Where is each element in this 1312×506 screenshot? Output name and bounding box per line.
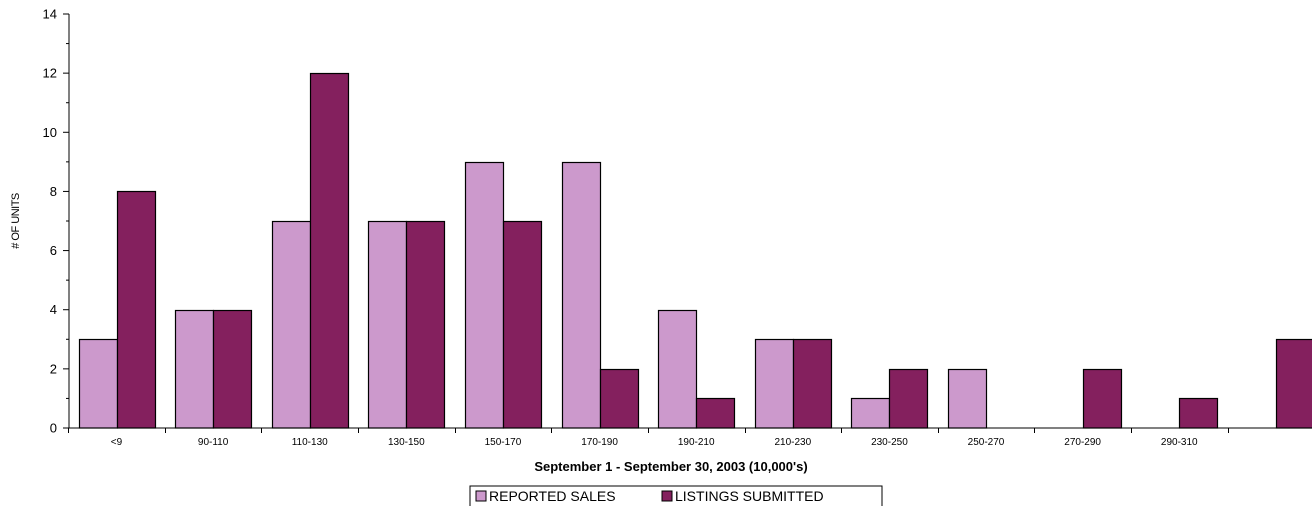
x-tick-label: 190-210 bbox=[678, 437, 715, 448]
bar-reported-sales bbox=[174, 309, 215, 429]
bar-listings-submitted bbox=[309, 72, 350, 429]
bar-reported-sales bbox=[850, 397, 891, 429]
bar-listings-submitted bbox=[212, 309, 253, 429]
x-tick-label: 130-150 bbox=[388, 437, 425, 448]
x-tick-label: 270-290 bbox=[1064, 437, 1101, 448]
bar-reported-sales bbox=[464, 161, 505, 429]
legend-label-reported-sales: REPORTED SALES bbox=[489, 488, 616, 504]
bar-listings-submitted bbox=[792, 338, 833, 429]
legend-label-listings-submitted: LISTINGS SUBMITTED bbox=[675, 488, 824, 504]
bar-listings-submitted bbox=[695, 397, 736, 429]
y-tick-label: 2 bbox=[50, 361, 57, 376]
bars-group bbox=[78, 72, 1312, 429]
legend-box bbox=[469, 485, 883, 506]
bar-reported-sales bbox=[657, 309, 698, 429]
y-axis-title: # OF UNITS bbox=[10, 193, 22, 249]
y-tick-label: 14 bbox=[43, 7, 57, 22]
legend: REPORTED SALES LISTINGS SUBMITTED bbox=[469, 485, 883, 506]
y-tick-label: 0 bbox=[50, 421, 57, 436]
y-tick-label: 6 bbox=[50, 243, 57, 258]
legend-swatch-reported-sales bbox=[475, 490, 487, 502]
bar-listings-submitted bbox=[116, 190, 157, 429]
x-tick-label: 250-270 bbox=[968, 437, 1005, 448]
y-tick-label: 12 bbox=[43, 66, 57, 81]
bar-reported-sales bbox=[271, 220, 312, 429]
x-axis-title: September 1 - September 30, 2003 (10,000… bbox=[534, 459, 807, 474]
bar-listings-submitted bbox=[599, 368, 640, 429]
bar-listings-submitted bbox=[1178, 397, 1219, 429]
x-tick-label: 230-250 bbox=[871, 437, 908, 448]
x-ticks-group: <9 90-110 110-130 130-150 150-170 170-190 190-… bbox=[68, 428, 1229, 448]
bar-reported-sales bbox=[78, 338, 119, 429]
bar-reported-sales bbox=[947, 368, 988, 429]
y-tick-label: 4 bbox=[50, 302, 57, 317]
bar-reported-sales bbox=[367, 220, 408, 429]
bar-listings-submitted bbox=[405, 220, 446, 429]
y-tick-label: 8 bbox=[50, 184, 57, 199]
x-tick-label: 210-230 bbox=[774, 437, 811, 448]
bar-listings-submitted bbox=[888, 368, 929, 429]
bar-reported-sales bbox=[754, 338, 795, 429]
bar-listings-submitted bbox=[1275, 338, 1312, 429]
y-ticks-group: 0 2 4 6 8 10 12 14 bbox=[43, 7, 69, 436]
x-tick-label: 110-130 bbox=[292, 437, 328, 448]
x-tick-label: 170-190 bbox=[581, 437, 618, 448]
bar-listings-submitted bbox=[1082, 368, 1123, 429]
x-tick-label: <9 bbox=[111, 437, 123, 448]
x-tick-label: 90-110 bbox=[198, 437, 229, 448]
x-tick-label: 150-170 bbox=[485, 437, 522, 448]
bar-reported-sales bbox=[561, 161, 602, 429]
y-tick-label: 10 bbox=[43, 125, 57, 140]
x-tick-label: 290-310 bbox=[1161, 437, 1198, 448]
bar-listings-submitted bbox=[502, 220, 543, 429]
legend-swatch-listings-submitted bbox=[661, 490, 673, 502]
